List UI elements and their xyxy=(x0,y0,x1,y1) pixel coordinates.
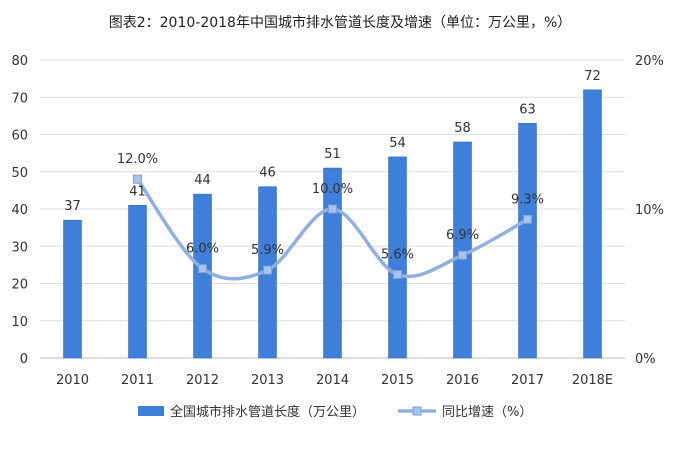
growth-point xyxy=(198,264,207,274)
bar xyxy=(453,141,472,359)
growth-label: 9.3% xyxy=(511,192,544,207)
chart-title: 图表2：2010-2018年中国城市排水管道长度及增速（单位：万公里，%） xyxy=(109,14,572,31)
bar-label: 51 xyxy=(324,147,341,162)
legend-bar-label: 全国城市排水管道长度（万公里） xyxy=(170,404,365,420)
growth-label: 6.0% xyxy=(186,242,219,257)
x-tick-label: 2018E xyxy=(572,373,613,388)
growth-point xyxy=(393,270,402,280)
growth-label: 12.0% xyxy=(117,152,158,167)
y-tick-label: 40 xyxy=(11,203,28,218)
x-tick-label: 2012 xyxy=(186,373,219,388)
growth-point xyxy=(133,174,142,184)
legend-line-marker xyxy=(412,406,422,416)
y-tick-label: 0 xyxy=(20,352,28,367)
bar-label: 63 xyxy=(519,102,536,117)
x-tick-label: 2015 xyxy=(381,373,414,388)
x-tick-label: 2011 xyxy=(121,373,154,388)
bar xyxy=(518,123,537,359)
bar xyxy=(583,89,602,359)
growth-label: 5.9% xyxy=(251,243,284,258)
bar-label: 72 xyxy=(584,69,601,84)
y-tick-label: 20 xyxy=(11,278,28,293)
bar-label: 46 xyxy=(259,166,276,181)
growth-label: 5.6% xyxy=(381,248,414,263)
x-tick-label: 2014 xyxy=(316,373,349,388)
bar-label: 44 xyxy=(194,173,211,188)
y-tick-label: 70 xyxy=(11,91,28,106)
x-tick-label: 2016 xyxy=(446,373,479,388)
x-tick-label: 2017 xyxy=(511,373,544,388)
bar-label: 58 xyxy=(454,121,471,136)
growth-label: 10.0% xyxy=(312,182,353,197)
bar-label: 37 xyxy=(64,199,81,214)
bar xyxy=(128,205,147,359)
growth-label: 6.9% xyxy=(446,228,479,243)
bar xyxy=(193,193,212,359)
bar-label: 54 xyxy=(389,136,406,151)
growth-point xyxy=(263,265,272,275)
y2-tick-label: 20% xyxy=(635,54,664,69)
legend-bar-swatch xyxy=(138,406,164,416)
y-tick-label: 60 xyxy=(11,129,28,144)
bar xyxy=(388,156,407,359)
y-tick-label: 50 xyxy=(11,166,28,181)
y-tick-label: 10 xyxy=(11,315,28,330)
growth-point xyxy=(328,204,337,214)
legend-line-label: 同比增速（%） xyxy=(442,405,532,420)
bar-label: 41 xyxy=(129,184,146,199)
growth-point xyxy=(458,250,467,260)
y-tick-label: 30 xyxy=(11,240,28,255)
bar xyxy=(323,167,342,359)
y-tick-label: 80 xyxy=(11,54,28,69)
x-tick-label: 2010 xyxy=(56,373,89,388)
y2-tick-label: 10% xyxy=(635,203,664,218)
y2-tick-label: 0% xyxy=(635,352,656,367)
growth-point xyxy=(523,214,532,224)
bar xyxy=(63,219,82,359)
x-tick-label: 2013 xyxy=(251,373,284,388)
